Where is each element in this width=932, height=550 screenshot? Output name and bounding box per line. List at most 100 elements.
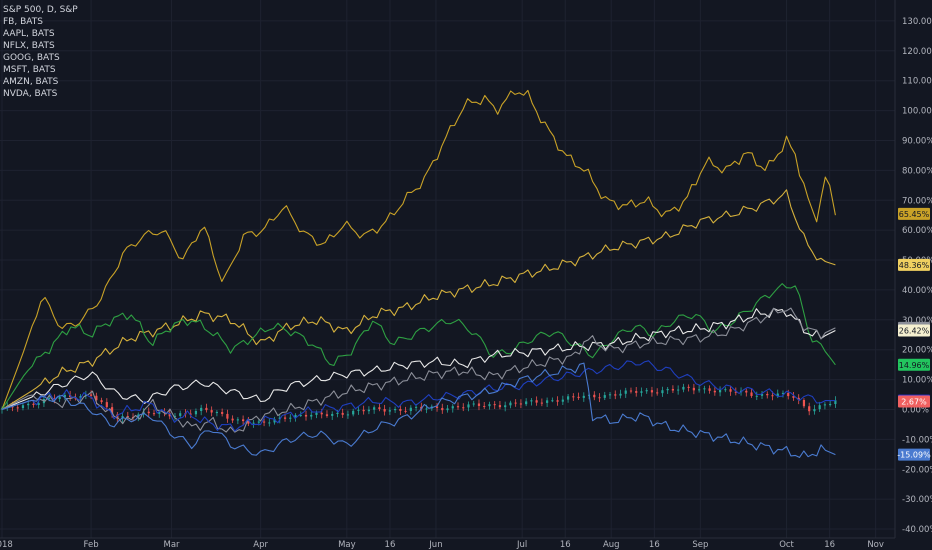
legend-item-goog[interactable]: GOOG, BATS [3,53,60,63]
candle-body [105,402,108,408]
candle-body [755,395,758,397]
price-tag [898,448,930,461]
candle-body [163,411,166,413]
candle-body [95,395,98,401]
legend-item-fb[interactable]: FB, BATS [3,17,43,27]
candle-body [147,411,150,414]
candle-body [221,412,224,414]
series-line-nflx[interactable] [1,89,836,410]
x-tick-label: 16 [824,540,835,550]
price-tag-label: 14.96% [899,361,930,370]
candle-body [294,414,297,418]
x-tick-label: 16 [649,540,660,550]
candle-body [703,388,706,390]
y-tick-label: 60.00% [902,226,932,236]
candle-body [194,411,198,415]
price-tag-label: 65.45% [899,210,930,219]
legend-item-aapl[interactable]: AAPL, BATS [3,29,55,39]
y-tick-label: 10.00% [902,376,932,386]
candle-body [656,392,659,394]
candle-body [299,414,302,416]
price-tag [898,258,930,271]
candle-body [110,407,114,415]
series-line-goog[interactable] [1,360,836,432]
candle-body [341,412,344,415]
candle-body [231,418,234,421]
candle-body [624,390,627,394]
candle-body [781,392,785,394]
candle-body [320,412,323,415]
legend-item-nflx[interactable]: NFLX, BATS [3,41,55,51]
candle-body [63,395,66,397]
time-axis[interactable]: 2018 Feb Mar Apr May 16 Jun Jul 16 Aug 16 Sep Oct 16 N… [0,540,884,550]
candle-body [546,400,549,403]
candle-body [593,394,596,398]
legend-item-amzn[interactable]: AMZN, BATS [3,77,59,87]
candle-body [734,391,737,393]
y-tick-label: 90.00% [902,136,932,146]
candle-body [787,392,790,397]
candle-body [388,410,391,412]
legend-item-msft[interactable]: MSFT, BATS [3,65,56,75]
candle-body [829,404,832,406]
y-tick-label: 130.00% [902,17,932,27]
candle-body [414,406,418,408]
candle-body [556,400,559,402]
candle-body [446,408,449,411]
x-tick-label: 16 [560,540,571,550]
candle-body [776,393,779,397]
series-line-msft[interactable] [1,307,836,411]
candle-body [236,419,239,421]
candle-body [16,407,19,409]
candle-body [488,404,491,407]
series-line-amzn[interactable] [1,189,836,410]
candle-body [577,396,580,398]
candle-body [713,390,716,393]
y-tick-label: 40.00% [902,286,932,296]
candle-body [477,403,481,406]
candle-body [640,391,643,393]
candle-body [472,403,475,405]
x-tick-label: 2018 [0,540,13,550]
series-line-aapl[interactable] [1,307,836,433]
candle-body [771,395,774,397]
candle-body [818,405,821,410]
legend-item-nvda[interactable]: NVDA, BATS [3,89,58,99]
candle-body [373,407,376,410]
candle-body [278,417,281,420]
y-tick-label: 110.00% [902,77,932,87]
candle-body [409,407,412,412]
candle-body [79,396,82,399]
candle-body [247,421,250,424]
price-axis[interactable]: 130.00% 120.00% 110.00% 100.00% 90.00% 80.00%… [902,17,932,535]
y-tick-label: 20.00% [902,346,932,356]
candle-body [561,399,564,402]
candle-body [168,412,171,417]
candle-body [456,406,460,408]
y-tick-label: -40.00% [902,525,932,535]
candle-body [21,405,25,409]
candle-body [467,404,470,408]
candle-body [325,414,329,416]
candle-body [346,414,350,416]
candle-body [252,422,255,424]
candle-body [205,407,208,411]
candle-body [90,394,93,396]
candle-body [173,415,177,417]
x-tick-label: Feb [84,540,99,550]
candle-body [493,404,496,406]
candle-body [262,421,266,423]
y-tick-label: 80.00% [902,166,932,176]
x-tick-label: Oct [779,540,794,550]
candle-body [540,402,543,404]
candle-body [394,408,397,411]
legend-title[interactable]: S&P 500, D, S&P [3,5,78,15]
candle-body [509,402,512,406]
candle-body [525,401,528,405]
candle-body [635,391,638,393]
series-line-fb[interactable] [1,362,836,458]
candle-body [100,400,103,403]
series-line-nvda[interactable] [1,283,836,410]
y-tick-label: -30.00% [902,495,932,505]
